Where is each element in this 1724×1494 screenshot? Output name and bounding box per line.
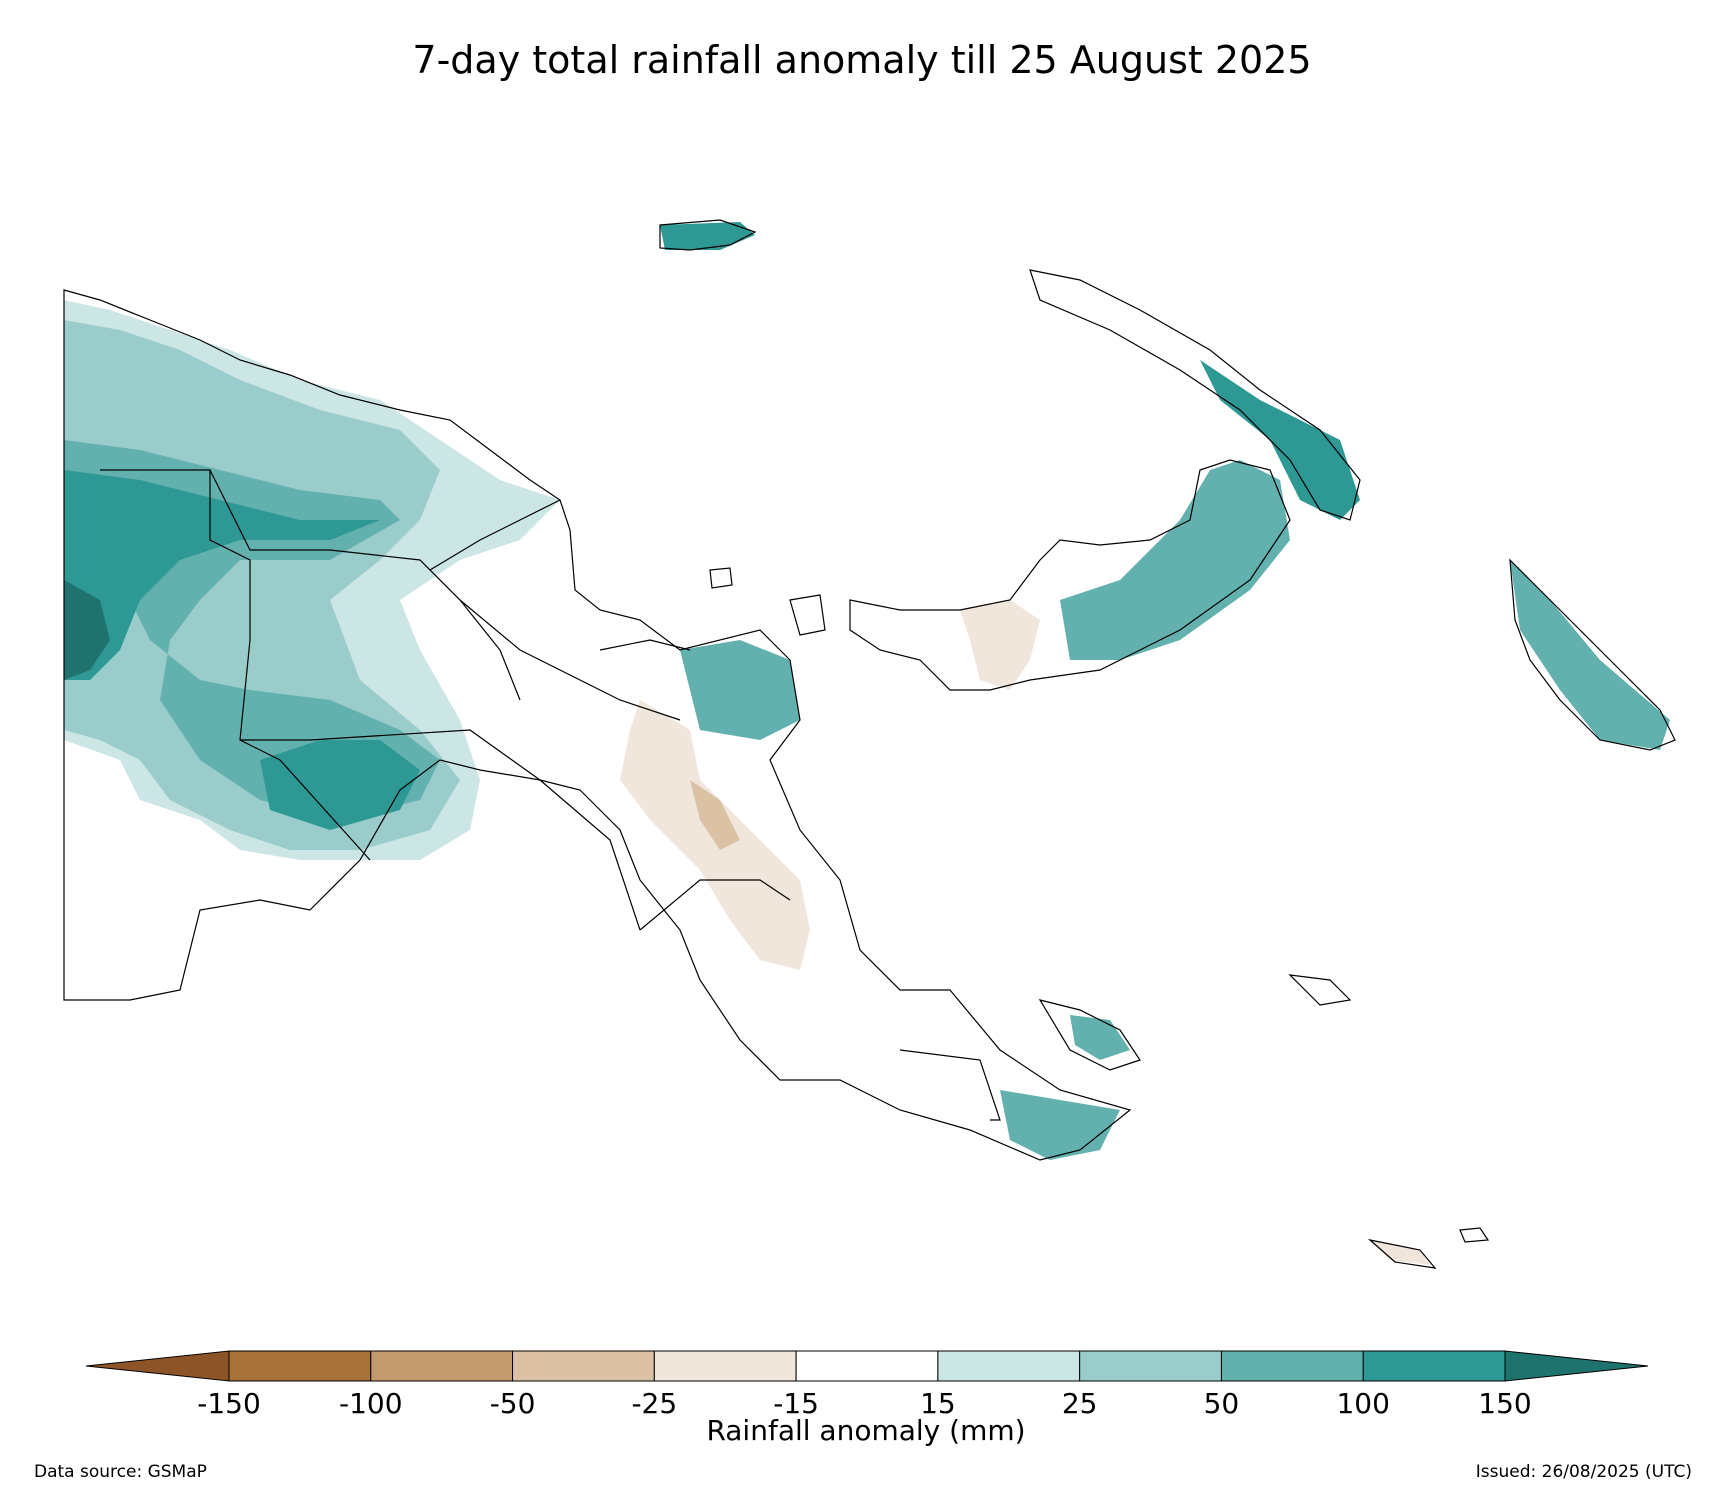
map-title: 7-day total rainfall anomaly till 25 Aug… [412,38,1312,82]
colorbar-segment [512,1350,655,1382]
umboi-outline [789,594,826,636]
new-ireland-outline [1029,269,1361,521]
anomaly-region-louisiade [1370,1240,1430,1265]
colorbar-tick-label: -150 [197,1387,261,1420]
colorbar-extend-high [1504,1350,1649,1382]
colorbar-segment [653,1350,797,1382]
anomaly-region-huon [680,640,800,740]
trobriand-outline [1288,974,1352,1006]
dentrecasteaux-outline [1038,999,1141,1071]
colorbar-segment [795,1350,939,1382]
colorbar-segment [228,1350,372,1382]
colorbar-label: Rainfall anomaly (mm) [706,1414,1025,1447]
province-boundary [100,469,1001,1121]
colorbar-segment [1362,1350,1506,1382]
anomaly-region-dentrecasteaux [1070,1015,1130,1060]
outlines [63,219,1676,1269]
louisiade-outline [1367,1227,1490,1269]
colorbar-ticks: -150 -100 -50 -25 -15 15 25 50 100 150 [197,1387,1532,1420]
colorbar-tick-label: -50 [490,1387,536,1420]
colorbar-segment [1220,1350,1364,1382]
colorbar: -150 -100 -50 -25 -15 15 25 50 100 150 Rainfall a… [85,1350,1649,1447]
anomaly-region-south-core [260,740,420,830]
data-source-note: Data source: GSMaP [34,1462,207,1482]
anomaly-region-manus [660,222,755,250]
colorbar-segment [1079,1350,1222,1382]
rainfall-anomaly-map [63,219,1676,1269]
bougainville-outline [1509,558,1676,751]
colorbar-segment [370,1350,514,1382]
colorbar-tick-label: 25 [1062,1387,1098,1420]
anomaly-region-central-dry-2 [690,780,740,850]
colorbar-tick-label: 15 [920,1387,956,1420]
colorbar-segments [85,1350,1649,1382]
colorbar-tick-label: -15 [773,1387,819,1420]
new-britain-outline [849,459,1291,691]
manus-outline [659,219,757,251]
anomaly-region-new-britain-east [1060,460,1290,660]
colorbar-segment [937,1350,1081,1382]
anomaly-region-bougainville [1510,560,1670,750]
mainland-outline [63,289,1132,1161]
colorbar-tick-label: 150 [1478,1387,1531,1420]
colorbar-tick-label: 50 [1204,1387,1240,1420]
anomaly-region-new-britain-west-dry [960,600,1040,690]
anomaly-region-west-core [64,470,380,680]
karkar-outline [709,567,733,589]
issued-note: Issued: 26/08/2025 (UTC) [1475,1462,1692,1482]
anomaly-region-new-ireland [1200,360,1360,520]
colorbar-tick-label: 100 [1336,1387,1389,1420]
colorbar-tick-label: -100 [339,1387,403,1420]
anomaly-region-west-darkest [64,580,110,680]
colorbar-tick-label: -25 [631,1387,677,1420]
colorbar-extend-low [85,1350,230,1382]
